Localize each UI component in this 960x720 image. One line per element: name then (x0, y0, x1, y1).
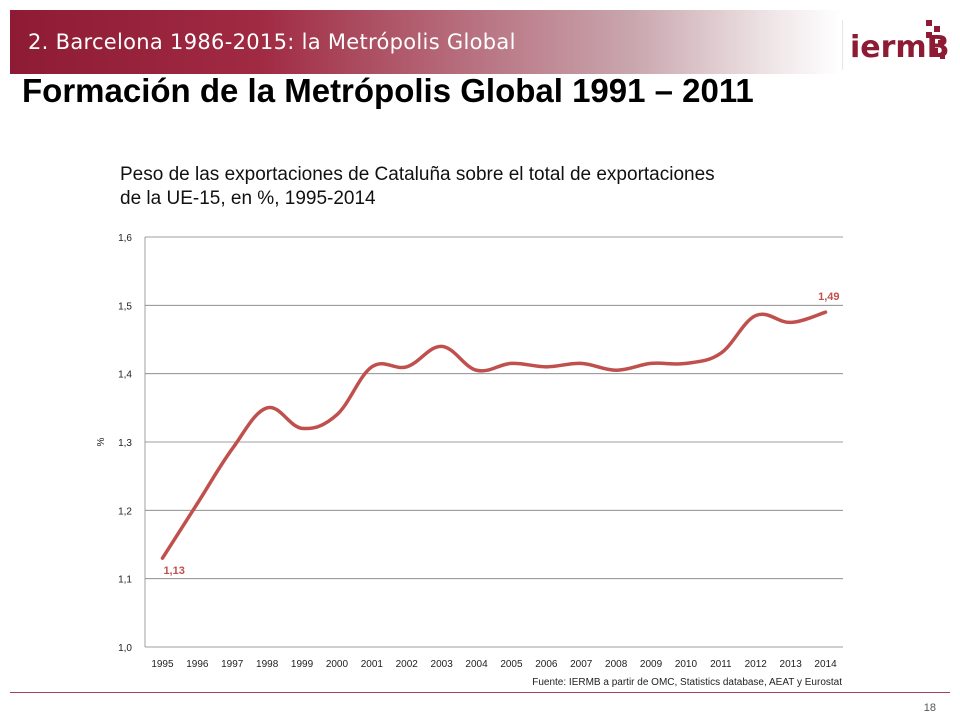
x-tick-label: 2012 (745, 659, 768, 670)
x-tick-label: 2010 (675, 659, 698, 670)
x-tick-label: 1997 (221, 659, 244, 670)
x-tick-label: 2002 (396, 659, 419, 670)
page-number: 18 (923, 702, 936, 714)
y-tick-label: 1,0 (118, 643, 132, 654)
x-tick-label: 2011 (710, 659, 732, 670)
x-tick-label: 2008 (605, 659, 628, 670)
x-tick-label: 2007 (570, 659, 593, 670)
section-header: 2. Barcelona 1986-2015: la Metrópolis Gl… (28, 30, 516, 54)
y-tick-label: 1,6 (118, 233, 132, 244)
footer-rule (10, 692, 950, 693)
x-tick-label: 2003 (431, 659, 454, 670)
x-tick-label: 2013 (780, 659, 803, 670)
y-tick-label: 1,1 (118, 575, 132, 586)
header-band (10, 10, 840, 74)
x-tick-label: 2000 (326, 659, 349, 670)
x-tick-label: 2014 (814, 659, 837, 670)
chart-title-line-1: Peso de las exportaciones de Cataluña so… (120, 164, 715, 185)
data-label: 1,13 (163, 565, 184, 577)
y-tick-label: 1,5 (118, 301, 132, 312)
x-tick-label: 1999 (291, 659, 314, 670)
source-note: Fuente: IERMB a partir de OMC, Statistic… (532, 677, 842, 688)
x-tick-label: 2001 (361, 659, 384, 670)
y-tick-label: 1,4 (118, 370, 132, 381)
logo-divider (842, 20, 843, 70)
data-label: 1,49 (818, 291, 839, 303)
x-tick-label: 1995 (151, 659, 174, 670)
x-tick-label: 2006 (535, 659, 558, 670)
iermb-logo: iermB (850, 20, 948, 65)
chart-title-line-2: de la UE-15, en %, 1995-2014 (120, 188, 376, 209)
x-tick-label: 1996 (186, 659, 209, 670)
series-line (160, 310, 828, 560)
y-tick-label: 1,2 (118, 506, 132, 517)
logo-squares (926, 20, 945, 59)
x-tick-label: 2004 (465, 659, 488, 670)
chart-title: Peso de las exportaciones de Cataluña so… (120, 163, 860, 211)
x-tick-label: 2005 (500, 659, 523, 670)
x-tick-label: 2009 (640, 659, 663, 670)
slide-title: Formación de la Metrópolis Global 1991 –… (22, 72, 754, 109)
y-tick-label: 1,3 (118, 438, 132, 449)
y-axis-label: % (96, 437, 107, 446)
x-tick-label: 1998 (256, 659, 279, 670)
